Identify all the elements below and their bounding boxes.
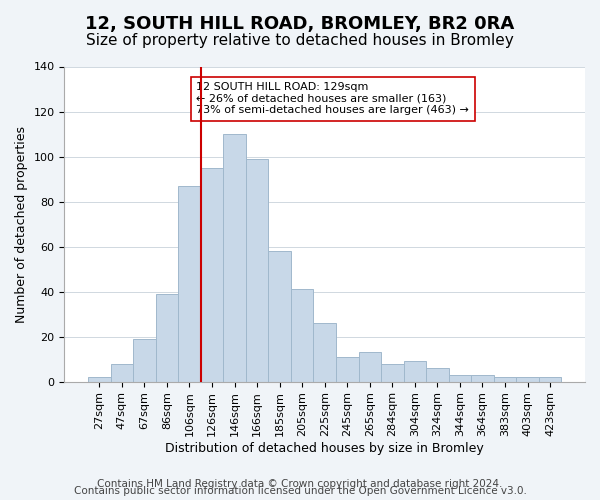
Bar: [516, 377, 539, 382]
Bar: [201, 168, 223, 382]
Text: 12 SOUTH HILL ROAD: 129sqm
← 26% of detached houses are smaller (163)
73% of sem: 12 SOUTH HILL ROAD: 129sqm ← 26% of deta…: [196, 82, 469, 116]
Bar: [494, 377, 516, 382]
Text: Contains public sector information licensed under the Open Government Licence v3: Contains public sector information licen…: [74, 486, 526, 496]
Bar: [471, 375, 494, 382]
Bar: [268, 251, 291, 382]
Bar: [223, 134, 246, 382]
Bar: [313, 323, 336, 382]
Bar: [246, 159, 268, 382]
X-axis label: Distribution of detached houses by size in Bromley: Distribution of detached houses by size …: [166, 442, 484, 455]
Y-axis label: Number of detached properties: Number of detached properties: [15, 126, 28, 322]
Bar: [449, 375, 471, 382]
Bar: [155, 294, 178, 382]
Bar: [110, 364, 133, 382]
Bar: [133, 339, 155, 382]
Bar: [539, 377, 562, 382]
Bar: [336, 357, 359, 382]
Bar: [178, 186, 201, 382]
Text: Size of property relative to detached houses in Bromley: Size of property relative to detached ho…: [86, 32, 514, 48]
Bar: [426, 368, 449, 382]
Bar: [291, 290, 313, 382]
Bar: [359, 352, 381, 382]
Bar: [88, 377, 110, 382]
Text: Contains HM Land Registry data © Crown copyright and database right 2024.: Contains HM Land Registry data © Crown c…: [97, 479, 503, 489]
Bar: [381, 364, 404, 382]
Text: 12, SOUTH HILL ROAD, BROMLEY, BR2 0RA: 12, SOUTH HILL ROAD, BROMLEY, BR2 0RA: [85, 15, 515, 33]
Bar: [404, 362, 426, 382]
